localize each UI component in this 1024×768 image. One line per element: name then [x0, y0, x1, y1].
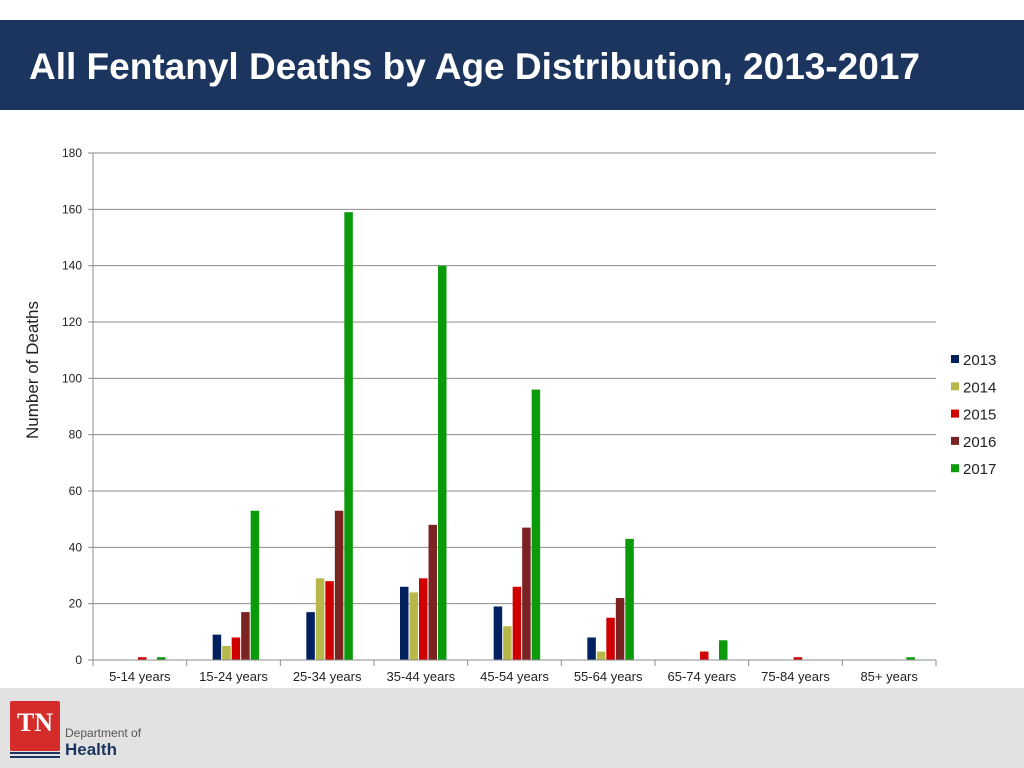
y-tick-label: 100 [62, 371, 82, 385]
y-axis-title: Number of Deaths [23, 301, 42, 439]
bar-2015-0 [138, 657, 147, 660]
bar-2015-2 [325, 581, 334, 660]
bar-2017-0 [157, 657, 166, 660]
y-tick-label: 40 [69, 540, 83, 554]
y-tick-label: 0 [75, 653, 82, 667]
title-bar [0, 20, 1024, 110]
bar-2015-6 [700, 651, 709, 660]
x-category-label: 75-84 years [761, 669, 830, 684]
bar-2015-1 [231, 637, 241, 660]
legend-swatch [951, 436, 959, 445]
bar-2017-2 [344, 212, 353, 660]
bar-2015-3 [419, 578, 428, 660]
legend: 2013 2014 2015 2016 2017 [951, 352, 996, 478]
legend-label: 2017 [963, 461, 996, 478]
logo-underline [10, 752, 60, 760]
legend-label: 2015 [963, 407, 996, 424]
x-category-labels: 5-14 years 15-24 years 25-34 years 35-44 ye… [109, 669, 918, 684]
bar-2017-3 [438, 265, 447, 660]
footer [0, 688, 1024, 768]
y-tick-label: 60 [69, 484, 83, 498]
health-label: Health [65, 740, 117, 759]
legend-label: 2014 [963, 379, 996, 396]
tn-logo: TN [10, 701, 60, 751]
bar-2014-1 [222, 645, 231, 660]
bar-2017-6 [719, 640, 728, 660]
department-label: Department of [65, 726, 142, 740]
page-title: All Fentanyl Deaths by Age Distribution,… [29, 46, 920, 87]
bar-2014-2 [315, 578, 325, 660]
gridlines [93, 152, 936, 605]
bar-2017-1 [250, 510, 260, 660]
y-tick-label: 20 [69, 597, 83, 611]
x-category-label: 85+ years [860, 669, 918, 684]
legend-swatch [951, 464, 959, 473]
logo-text: TN [16, 708, 54, 737]
bar-2015-4 [512, 586, 522, 660]
bar-2013-5 [587, 637, 596, 660]
bar-2013-3 [400, 586, 409, 660]
y-ticks: 0 20 40 60 80 100 120 140 160 180 [62, 146, 93, 667]
x-category-label: 55-64 years [574, 669, 643, 684]
legend-label: 2013 [963, 352, 996, 369]
bar-2017-4 [531, 389, 541, 660]
bar-2016-2 [334, 510, 344, 660]
bar-2017-5 [625, 538, 634, 660]
x-category-label: 45-54 years [480, 669, 549, 684]
bar-2015-5 [606, 617, 615, 660]
legend-swatch [951, 409, 959, 418]
bar-2015-7 [793, 657, 803, 660]
y-tick-label: 160 [62, 202, 82, 216]
y-tick-label: 140 [62, 259, 82, 273]
bar-2013-4 [493, 606, 503, 660]
bar-2014-5 [596, 651, 606, 660]
legend-label: 2016 [963, 434, 996, 451]
bar-2017-8 [906, 657, 915, 660]
x-category-label: 25-34 years [293, 669, 362, 684]
bar-2013-1 [212, 634, 222, 660]
x-category-label: 5-14 years [109, 669, 171, 684]
x-category-label: 35-44 years [387, 669, 456, 684]
chart: Number of Deaths 0 20 40 60 80 100 120 140 160 18… [23, 146, 996, 684]
y-tick-label: 80 [69, 428, 83, 442]
y-tick-label: 120 [62, 315, 82, 329]
x-category-label: 15-24 years [199, 669, 268, 684]
legend-swatch [951, 355, 959, 363]
bar-2013-2 [306, 612, 315, 660]
bar-2016-4 [522, 527, 531, 660]
bar-2014-4 [503, 626, 512, 660]
legend-swatch [951, 382, 959, 391]
bar-2014-3 [409, 592, 418, 660]
bar-2016-5 [615, 598, 625, 660]
bar-2016-3 [428, 524, 437, 660]
y-tick-label: 180 [62, 146, 82, 160]
x-category-label: 65-74 years [668, 669, 737, 684]
bars [138, 212, 915, 660]
axes [92, 153, 937, 666]
bar-2016-1 [241, 612, 250, 660]
